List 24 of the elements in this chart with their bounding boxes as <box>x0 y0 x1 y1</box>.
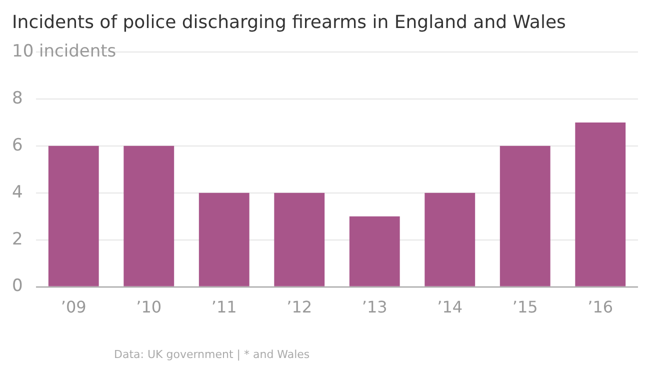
bar <box>424 192 476 286</box>
x-tick-label: ’14 <box>437 298 463 317</box>
bar <box>198 192 250 286</box>
x-tick-label: ’12 <box>286 298 312 317</box>
y-tick-label: 10 incidents <box>12 41 116 62</box>
y-tick-label: 8 <box>12 88 23 108</box>
bar <box>575 122 626 286</box>
bar <box>349 216 400 286</box>
y-tick-label: 2 <box>12 229 23 250</box>
text: Data: UK government | * and Wales <box>114 348 310 361</box>
bar <box>124 146 174 286</box>
x-tick-label: ’10 <box>136 298 162 317</box>
x-tick-label: ’13 <box>362 298 388 317</box>
x-tick-label: ’15 <box>512 298 538 317</box>
bar <box>48 146 99 286</box>
x-tick-label: ’09 <box>60 298 86 317</box>
y-tick-label: 0 <box>12 276 23 296</box>
bar <box>500 146 550 286</box>
chart-title: Incidents of police discharging firearms in England and Wales <box>12 12 566 33</box>
bar <box>274 192 325 286</box>
x-tick-label: ’11 <box>211 298 237 317</box>
x-tick-label: ’16 <box>588 298 614 317</box>
y-tick-label: 4 <box>12 182 23 202</box>
y-tick-label: 6 <box>12 135 23 156</box>
